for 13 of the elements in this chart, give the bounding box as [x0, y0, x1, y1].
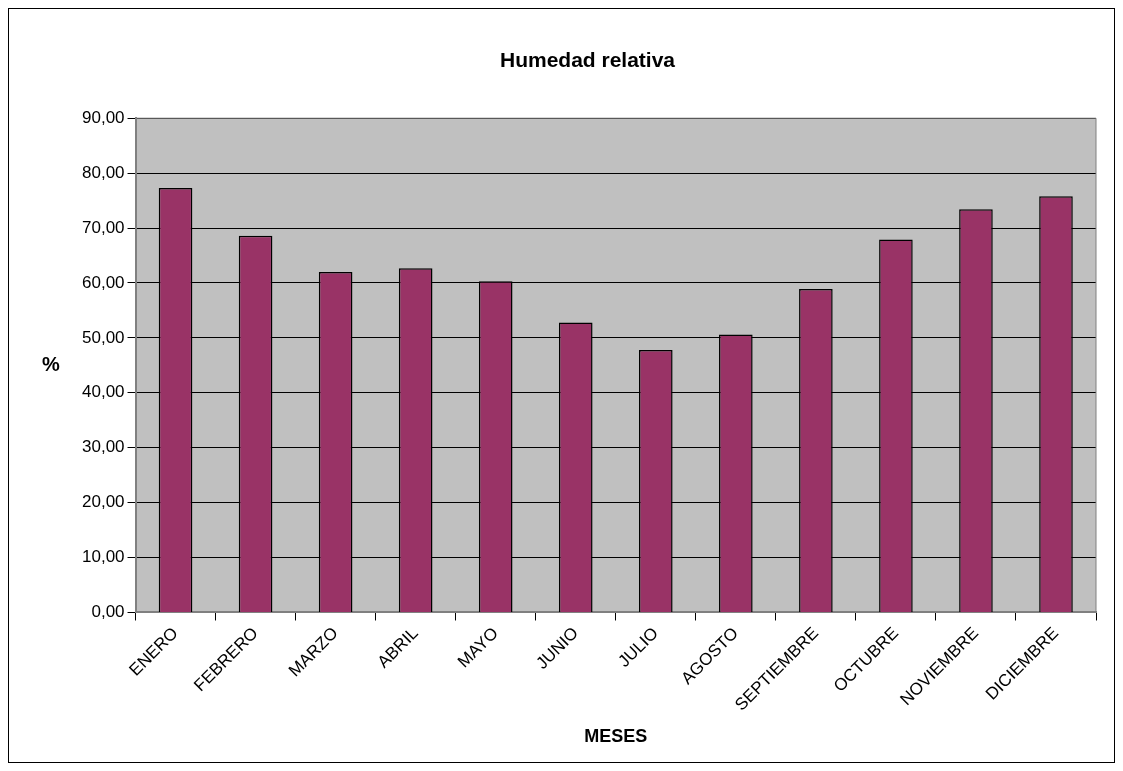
x-axis-title: MESES — [584, 726, 648, 747]
y-tick-label: 50,00 — [81, 327, 125, 347]
chart-title: Humedad relativa — [499, 48, 676, 72]
y-tick-label: 70,00 — [81, 217, 125, 237]
y-tick-label: 40,00 — [81, 382, 125, 402]
y-tick-label: 0,00 — [91, 602, 125, 622]
y-tick-label: 90,00 — [81, 107, 125, 127]
y-tick-label: 80,00 — [81, 162, 125, 182]
y-tick-label: 30,00 — [81, 437, 125, 457]
y-tick-label: 10,00 — [81, 547, 125, 567]
y-tick-label: 60,00 — [81, 272, 125, 292]
y-axis-title: % — [42, 352, 61, 375]
y-tick-label: 20,00 — [81, 492, 125, 512]
